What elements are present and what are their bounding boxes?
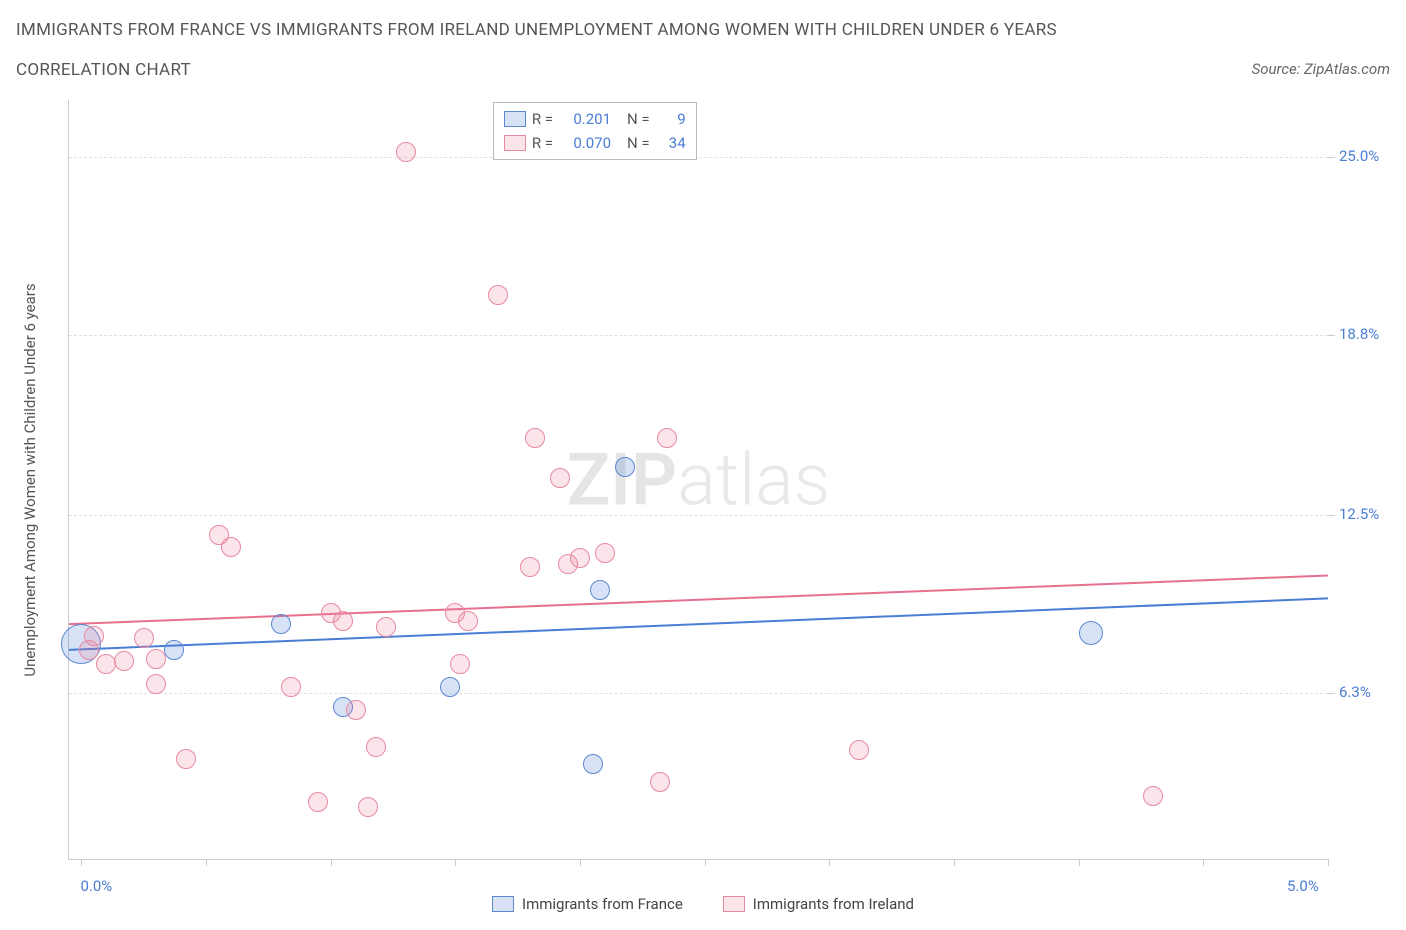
stat-n-value: 34 (656, 131, 686, 155)
series-swatch (504, 111, 526, 127)
trend-line (69, 575, 1328, 624)
data-point (615, 457, 635, 477)
chart-title-line2: CORRELATION CHART (16, 60, 191, 80)
legend-label: Immigrants from Ireland (753, 895, 914, 913)
stat-n-value: 9 (656, 107, 686, 131)
chart-title-line1: IMMIGRANTS FROM FRANCE VS IMMIGRANTS FRO… (16, 20, 1057, 40)
data-point (1143, 786, 1163, 806)
data-point (525, 428, 545, 448)
stat-r-value: 0.201 (559, 107, 611, 131)
y-tick-label: 18.8% (1339, 325, 1379, 343)
stat-n-label: N = (627, 131, 650, 155)
data-point (570, 548, 590, 568)
data-point (650, 772, 670, 792)
data-point (366, 737, 386, 757)
grid-line (69, 335, 1328, 336)
y-tick (1328, 157, 1335, 158)
legend-label: Immigrants from France (522, 895, 683, 913)
data-point (221, 537, 241, 557)
watermark-bold: ZIP (567, 437, 677, 522)
data-point (281, 677, 301, 697)
y-tick (1328, 515, 1335, 516)
x-tick (829, 859, 830, 866)
bottom-legend: Immigrants from France Immigrants from Ir… (0, 895, 1406, 913)
stats-row: R = 0.070 N = 34 (504, 131, 686, 155)
data-point (84, 626, 104, 646)
data-point (1079, 621, 1103, 645)
stat-r-label: R = (532, 131, 553, 155)
watermark: ZIPatlas (567, 437, 831, 522)
data-point (346, 700, 366, 720)
x-tick (705, 859, 706, 866)
x-tick (1079, 859, 1080, 866)
data-point (450, 654, 470, 674)
legend-swatch (723, 896, 745, 912)
data-point (488, 285, 508, 305)
data-point (550, 468, 570, 488)
scatter-plot-area: ZIPatlas R = 0.201 N = 9 R = 0.070 N = 34 (68, 100, 1328, 860)
watermark-light: atlas (677, 437, 830, 522)
stats-row: R = 0.201 N = 9 (504, 107, 686, 131)
legend-item: Immigrants from Ireland (723, 895, 914, 913)
x-tick (1203, 859, 1204, 866)
x-tick (331, 859, 332, 866)
data-point (396, 142, 416, 162)
trend-lines (69, 100, 1328, 859)
stat-n-label: N = (627, 107, 650, 131)
legend-swatch (492, 896, 514, 912)
y-tick (1328, 693, 1335, 694)
grid-line (69, 515, 1328, 516)
data-point (376, 617, 396, 637)
x-tick-label: 5.0% (1287, 877, 1319, 895)
y-tick (1328, 335, 1335, 336)
stat-r-label: R = (532, 107, 553, 131)
y-tick-label: 12.5% (1339, 505, 1379, 523)
source-attribution: Source: ZipAtlas.com (1252, 60, 1390, 78)
x-tick (1328, 859, 1329, 866)
data-point (134, 628, 154, 648)
data-point (114, 651, 134, 671)
stat-r-value: 0.070 (559, 131, 611, 155)
y-tick-label: 25.0% (1339, 147, 1379, 165)
data-point (520, 557, 540, 577)
x-tick (206, 859, 207, 866)
data-point (271, 614, 291, 634)
y-tick-label: 6.3% (1339, 683, 1371, 701)
data-point (849, 740, 869, 760)
x-tick (954, 859, 955, 866)
trend-line (69, 598, 1328, 650)
legend-item: Immigrants from France (492, 895, 683, 913)
data-point (146, 649, 166, 669)
data-point (146, 674, 166, 694)
stats-legend-box: R = 0.201 N = 9 R = 0.070 N = 34 (493, 102, 697, 160)
data-point (590, 580, 610, 600)
x-tick (455, 859, 456, 866)
x-tick (81, 859, 82, 866)
data-point (176, 749, 196, 769)
data-point (458, 611, 478, 631)
data-point (358, 797, 378, 817)
data-point (333, 611, 353, 631)
x-tick (580, 859, 581, 866)
x-tick-label: 0.0% (80, 877, 112, 895)
data-point (164, 640, 184, 660)
series-swatch (504, 135, 526, 151)
data-point (440, 677, 460, 697)
data-point (583, 754, 603, 774)
grid-line (69, 693, 1328, 694)
data-point (308, 792, 328, 812)
y-axis-label: Unemployment Among Women with Children U… (21, 283, 39, 676)
grid-line (69, 157, 1328, 158)
data-point (595, 543, 615, 563)
data-point (657, 428, 677, 448)
